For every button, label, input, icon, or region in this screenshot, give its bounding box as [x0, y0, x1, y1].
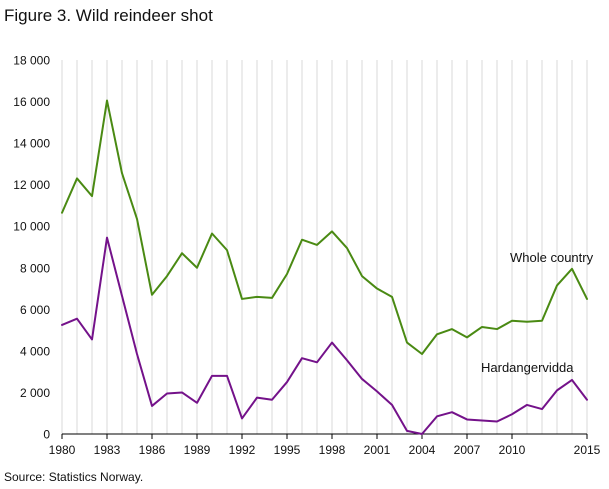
y-tick-label: 14 000	[13, 137, 50, 151]
x-tick-label: 2007	[454, 443, 481, 457]
y-tick-label: 16 000	[13, 95, 50, 109]
y-tick-label: 10 000	[13, 220, 50, 234]
chart-grid	[61, 60, 588, 434]
x-tick-label: 2015	[574, 443, 601, 457]
chart-title: Figure 3. Wild reindeer shot	[4, 6, 213, 25]
y-tick-label: 8 000	[20, 261, 50, 275]
y-tick-label: 18 000	[13, 54, 50, 68]
chart-series	[61, 99, 588, 435]
x-tick-label: 1995	[274, 443, 301, 457]
y-tick-label: 4 000	[20, 344, 50, 358]
x-tick-label: 1989	[184, 443, 211, 457]
chart-axes: 0 2 000 4 000 6 000 8 000 10 000 12 000 14 000 1…	[13, 54, 600, 458]
x-tick-label: 2001	[364, 443, 391, 457]
x-tick-label: 1986	[139, 443, 166, 457]
x-tick-label: 1983	[94, 443, 121, 457]
y-tick-label: 0	[43, 428, 50, 442]
y-tick-label: 2 000	[20, 386, 50, 400]
series-label-hardangervidda: Hardangervidda	[481, 360, 574, 375]
y-tick-label: 6 000	[20, 303, 50, 317]
series-line-whole-country	[61, 99, 588, 356]
chart-source: Source: Statistics Norway.	[4, 470, 144, 484]
x-tick-label: 2004	[409, 443, 436, 457]
x-tick-label: 1992	[229, 443, 256, 457]
x-tick-label: 1998	[319, 443, 346, 457]
chart-series-labels: Whole country Hardangervidda	[481, 250, 594, 375]
series-line-hardangervidda	[61, 236, 588, 435]
series-label-whole-country: Whole country	[510, 250, 594, 265]
x-tick-label: 1980	[49, 443, 76, 457]
y-tick-label: 12 000	[13, 178, 50, 192]
x-tick-label: 2010	[499, 443, 526, 457]
